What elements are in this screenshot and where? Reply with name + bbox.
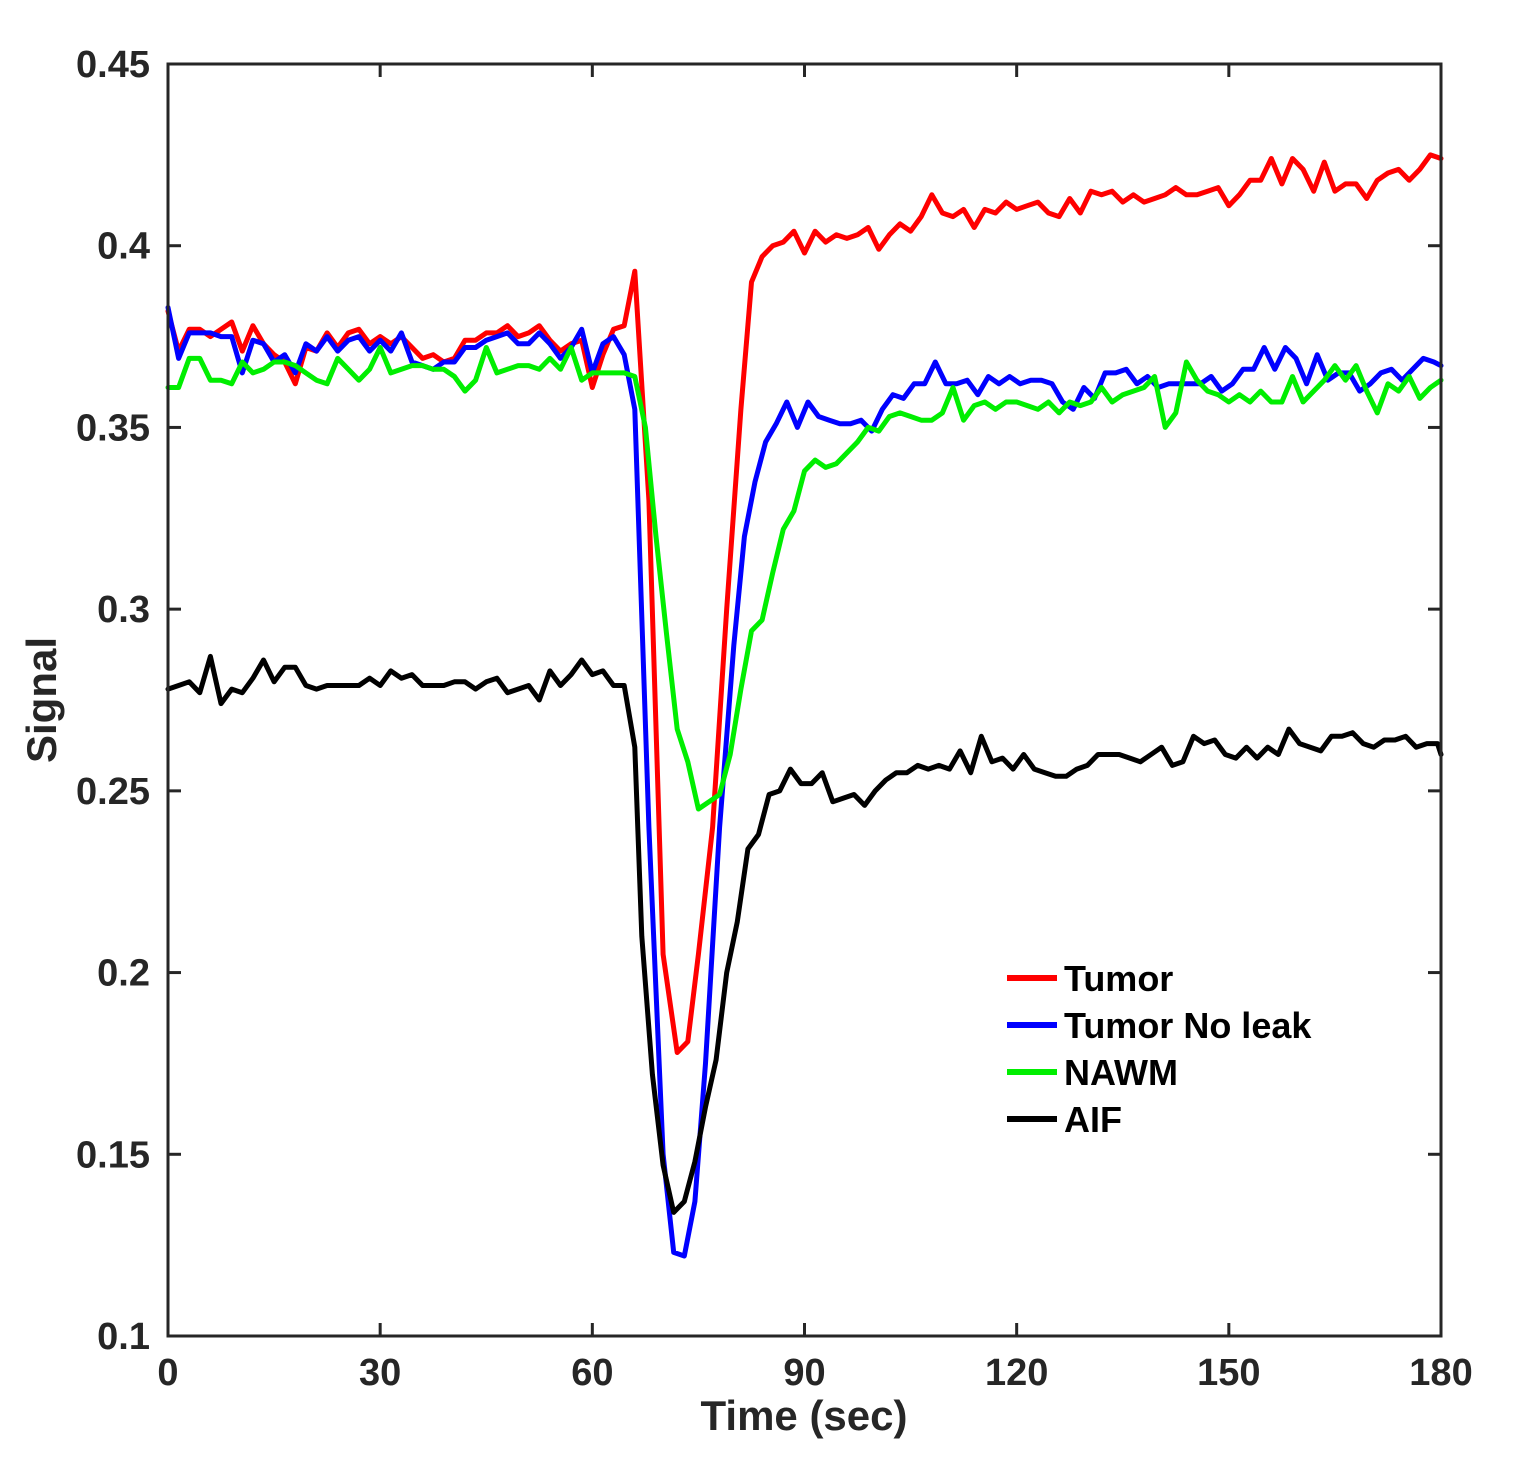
series-layer [165,152,1444,1259]
tick-layer: 0 30 60 90 120 150 180 0.1 0.15 0.2 0.25 0.3 0.35 0.4… [76,44,1473,1394]
x-tick-label: 150 [1197,1352,1260,1394]
y-axis-label: Signal [18,637,65,763]
y-tick-label: 0.25 [76,771,150,813]
series-line-1 [165,305,1444,1259]
x-tick-label: 30 [359,1352,401,1394]
x-tick-label: 0 [157,1352,178,1394]
y-tick-label: 0.15 [76,1134,150,1176]
x-tick-label: 90 [783,1352,825,1394]
legend: Tumor Tumor No leak NAWM AIF [1007,958,1312,1140]
series-line-0 [165,152,1444,1055]
y-tick-label: 0.35 [76,407,150,449]
y-tick-label: 0.2 [97,953,150,995]
legend-label-0: Tumor [1064,958,1173,999]
y-tick-label: 0.45 [76,44,150,86]
legend-label-3: AIF [1064,1099,1122,1140]
y-tick-label: 0.4 [97,226,150,268]
series-line-3 [165,653,1444,1215]
series-line-2 [165,345,1444,812]
x-tick-label: 60 [571,1352,613,1394]
y-tick-label: 0.1 [97,1316,150,1358]
x-tick-label: 180 [1409,1352,1472,1394]
x-tick-label: 120 [985,1352,1048,1394]
legend-label-1: Tumor No leak [1064,1005,1312,1046]
y-tick-label: 0.3 [97,589,150,631]
x-axis-label: Time (sec) [701,1392,908,1439]
legend-label-2: NAWM [1064,1052,1178,1093]
